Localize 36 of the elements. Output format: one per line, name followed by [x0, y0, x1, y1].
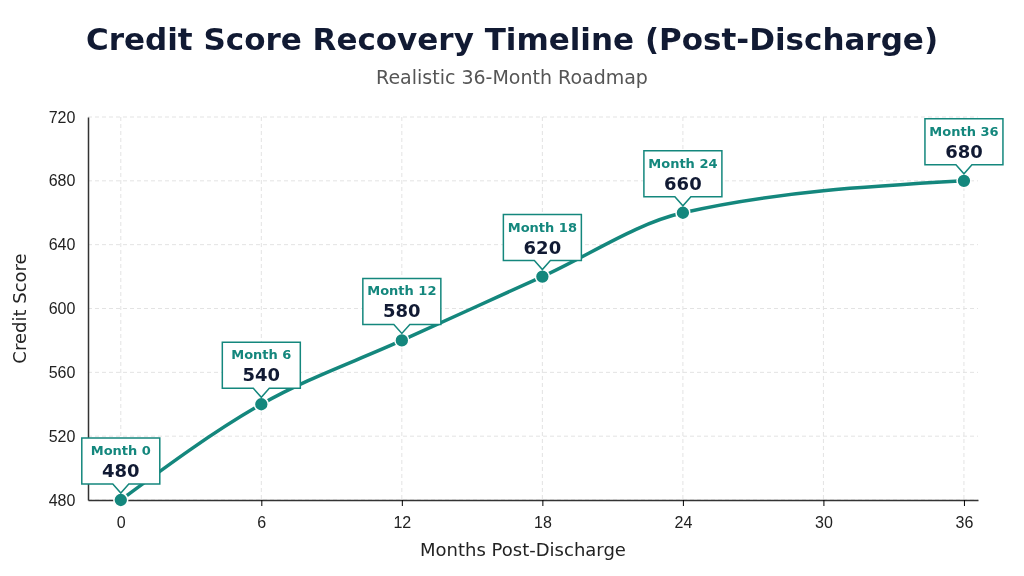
annotation: Month 24: [648, 155, 718, 171]
y-tick-label: 480: [48, 491, 76, 509]
y-tick-label: 720: [48, 108, 76, 126]
x-tick-label: 30: [815, 514, 833, 532]
chart-title: Credit Score Recovery Timeline (Post-Discharge): [85, 21, 939, 57]
annotation: Month 6: [231, 347, 292, 363]
chart-subtitle: Realistic 36-Month Roadmap: [376, 66, 648, 88]
x-tick-label: 0: [116, 514, 126, 532]
x-tick-label: 12: [393, 514, 412, 532]
point: [534, 268, 551, 285]
data-label: 680: [945, 140, 983, 162]
y-tick-label: 560: [48, 363, 76, 381]
data-label: 620: [523, 236, 562, 258]
y-axis-title: Credit Score: [9, 253, 30, 364]
point: [113, 492, 129, 508]
annotation: Month 0: [90, 443, 151, 458]
annotation: Month 12: [367, 283, 437, 299]
x-tick-label: 6: [257, 514, 267, 532]
y-tick-label: 640: [48, 236, 76, 254]
x-tick-label: 36: [955, 514, 974, 532]
point: [253, 396, 269, 412]
y-tick-label: 520: [48, 427, 76, 445]
annotation: Month 36: [929, 123, 999, 139]
y-tick-label: 600: [48, 300, 76, 318]
annotation: Month 18: [507, 219, 577, 235]
point: [394, 332, 410, 349]
x-axis-title: Months Post-Discharge: [420, 539, 626, 560]
data-label: 660: [664, 172, 702, 194]
x-tick-label: 24: [674, 514, 693, 532]
point: [675, 205, 691, 221]
data-label: 540: [242, 364, 281, 386]
y-tick-label: 680: [48, 172, 76, 190]
data-label: 480: [102, 460, 140, 481]
data-label: 580: [383, 300, 421, 322]
x-tick-label: 18: [533, 514, 552, 532]
point: [956, 173, 972, 189]
